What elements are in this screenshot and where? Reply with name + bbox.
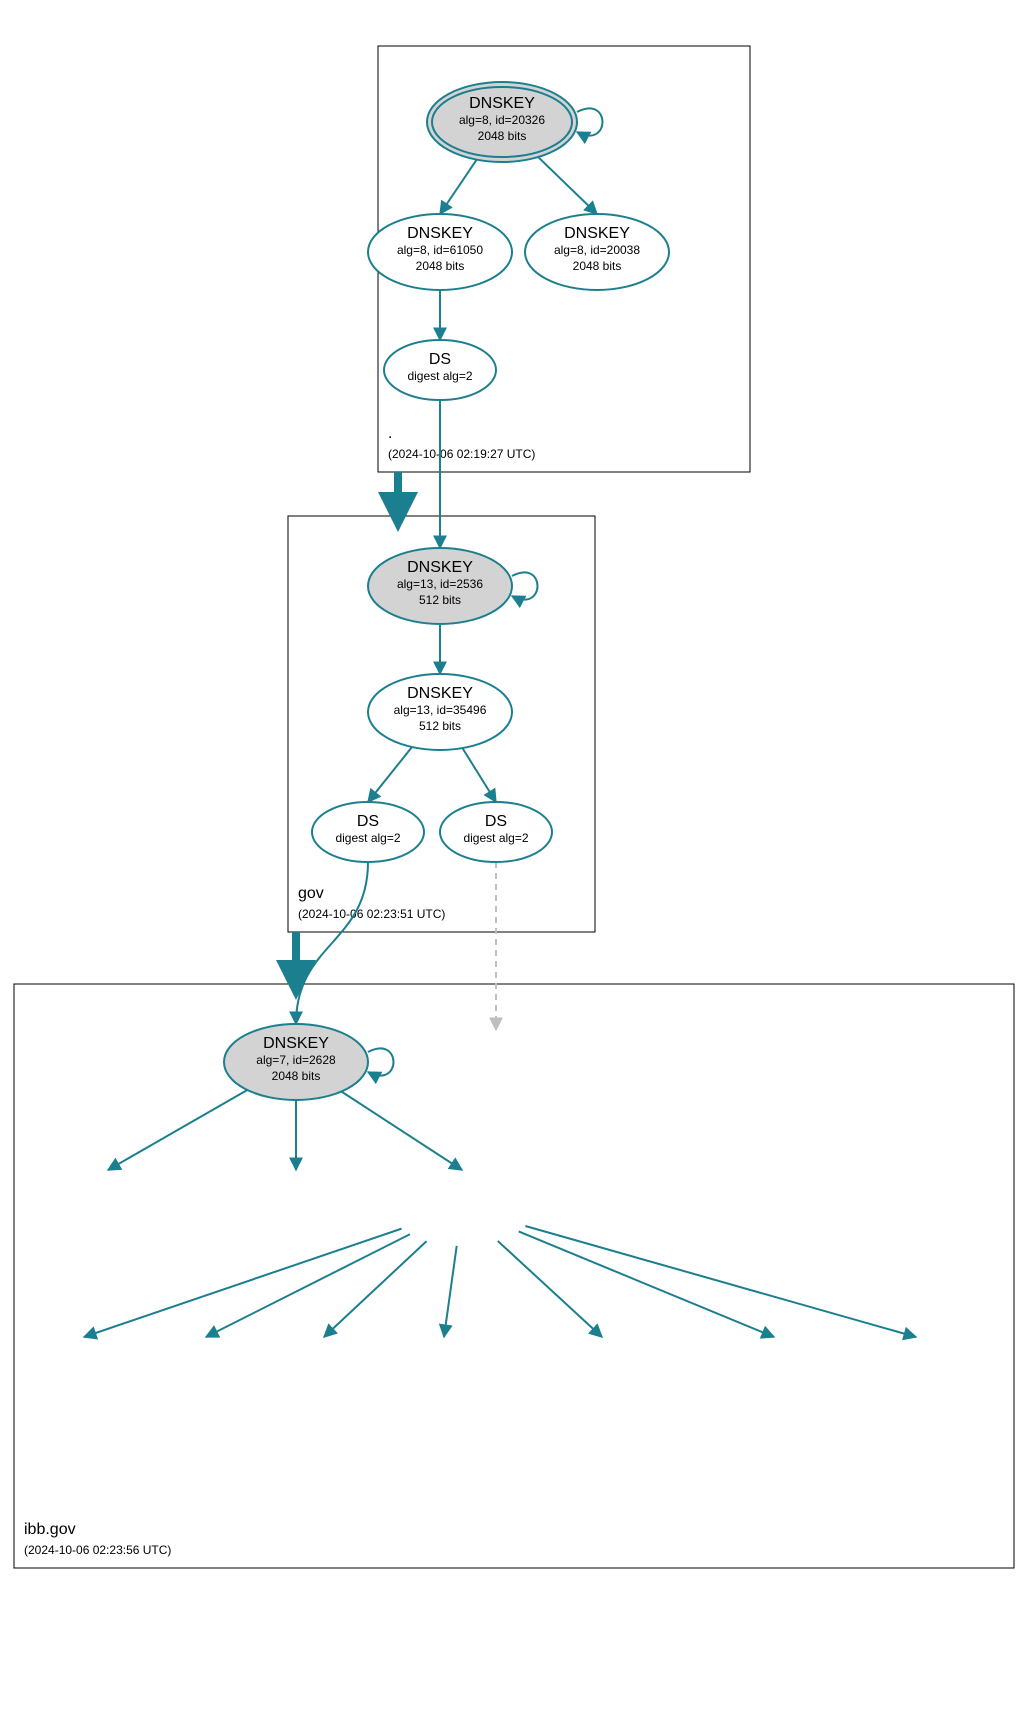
zone-box-ibbgov (14, 984, 1014, 1568)
selfloop-ibb-ksk (368, 1048, 394, 1075)
zone-label-gov: gov (298, 885, 324, 902)
node-text-root-zsk1-2: 2048 bits (416, 259, 465, 273)
node-text-ibb-ksk-0: DNSKEY (263, 1035, 329, 1052)
node-text-ibb-ksk-2: 2048 bits (272, 1069, 321, 1083)
edge-ibb-k51677-rr-txt (84, 1229, 402, 1337)
node-text-gov-zsk-1: alg=13, id=35496 (394, 703, 487, 717)
node-text-root-zsk1-1: alg=8, id=61050 (397, 243, 483, 257)
edge-gov-zsk-gov-ds2 (462, 748, 496, 802)
edge-ibb-k51677-rr-ns (444, 1246, 457, 1337)
node-text-gov-ds1-1: digest alg=2 (335, 831, 400, 845)
edge-root-ksk-root-zsk2 (538, 157, 597, 214)
edge-ibb-k51677-rr-nsec3 (498, 1241, 602, 1337)
edge-gov-zsk-gov-ds1 (368, 747, 412, 802)
node-text-root-zsk2-1: alg=8, id=20038 (554, 243, 640, 257)
zone-label-ibbgov: ibb.gov (24, 1521, 76, 1538)
node-text-root-zsk2-0: DNSKEY (564, 225, 630, 242)
edge-ibb-k51677-rr-soa (519, 1231, 774, 1337)
node-text-gov-ds1-0: DS (357, 813, 379, 830)
node-text-gov-ksk-2: 512 bits (419, 593, 461, 607)
node-text-root-ksk-2: 2048 bits (478, 129, 527, 143)
edge-ibb-k51677-rr-mx (324, 1241, 427, 1337)
node-text-root-ksk-0: DNSKEY (469, 95, 535, 112)
zone-label-root: . (388, 425, 392, 442)
node-text-ibb-ksk-1: alg=7, id=2628 (256, 1053, 336, 1067)
selfloop-gov-ksk (512, 572, 538, 599)
node-text-gov-zsk-2: 512 bits (419, 719, 461, 733)
zone-timestamp-root: (2024-10-06 02:19:27 UTC) (388, 447, 535, 461)
node-text-gov-zsk-0: DNSKEY (407, 685, 473, 702)
node-text-root-ksk-1: alg=8, id=20326 (459, 113, 545, 127)
zone-timestamp-gov: (2024-10-06 02:23:51 UTC) (298, 907, 445, 921)
node-text-root-ds-0: DS (429, 351, 451, 368)
node-text-root-zsk2-2: 2048 bits (573, 259, 622, 273)
node-text-root-zsk1-0: DNSKEY (407, 225, 473, 242)
edge-root-ksk-root-zsk1 (440, 160, 477, 214)
node-text-gov-ds2-1: digest alg=2 (463, 831, 528, 845)
dnssec-chain-diagram: . (2024-10-06 02:19:27 UTC) gov (2024-10-06… (0, 0, 1028, 1721)
selfloop-root-ksk (577, 108, 603, 135)
edge-ibb-ksk-ibb-k51677 (341, 1092, 462, 1170)
node-text-root-ds-1: digest alg=2 (407, 369, 472, 383)
edge-ibb-ksk-ibb-k21975 (108, 1090, 247, 1170)
node-text-gov-ds2-0: DS (485, 813, 507, 830)
zone-timestamp-ibbgov: (2024-10-06 02:23:56 UTC) (24, 1543, 171, 1557)
node-text-gov-ksk-1: alg=13, id=2536 (397, 577, 483, 591)
node-text-gov-ksk-0: DNSKEY (407, 559, 473, 576)
